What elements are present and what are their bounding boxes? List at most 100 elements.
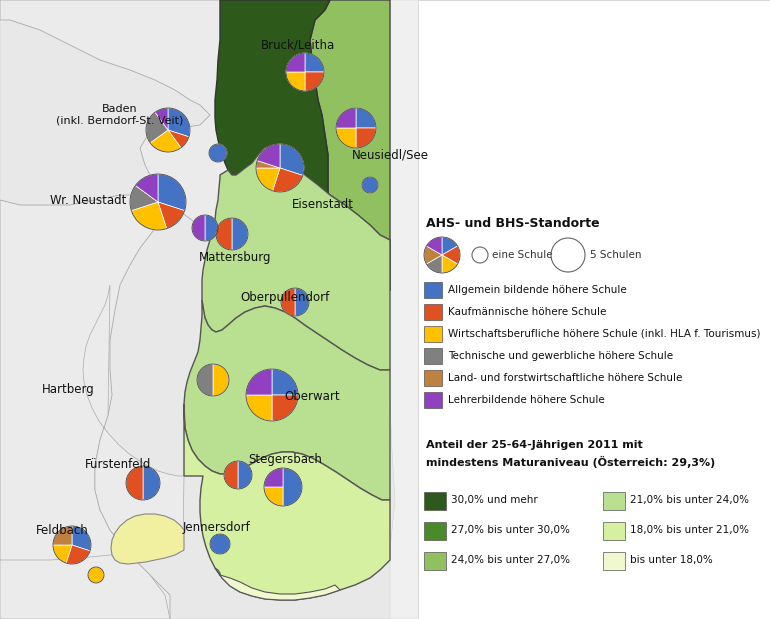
Text: Jennersdorf: Jennersdorf: [182, 521, 250, 534]
Wedge shape: [264, 487, 283, 506]
Wedge shape: [356, 108, 376, 128]
Wedge shape: [146, 112, 168, 143]
Text: bis unter 18,0%: bis unter 18,0%: [630, 555, 713, 565]
Text: Anteil der 25-64-Jährigen 2011 mit: Anteil der 25-64-Jährigen 2011 mit: [426, 440, 643, 450]
Polygon shape: [111, 514, 184, 564]
Text: 27,0% bis unter 30,0%: 27,0% bis unter 30,0%: [451, 525, 570, 535]
Wedge shape: [192, 215, 205, 241]
Wedge shape: [442, 246, 460, 264]
Bar: [424, 522, 446, 540]
Wedge shape: [442, 237, 457, 255]
Text: Hartberg: Hartberg: [42, 384, 95, 397]
Wedge shape: [295, 288, 309, 316]
Wedge shape: [132, 202, 166, 230]
Text: Lehrerbildende höhere Schule: Lehrerbildende höhere Schule: [448, 395, 604, 405]
Wedge shape: [256, 168, 280, 191]
Wedge shape: [272, 369, 298, 395]
Bar: [424, 282, 442, 298]
Wedge shape: [126, 466, 143, 500]
Wedge shape: [72, 526, 91, 551]
Bar: [424, 370, 442, 386]
Text: Wr. Neustadt: Wr. Neustadt: [50, 194, 126, 207]
Bar: [424, 326, 442, 342]
Polygon shape: [202, 145, 390, 370]
Wedge shape: [213, 364, 229, 396]
Wedge shape: [155, 108, 168, 130]
Wedge shape: [197, 364, 213, 396]
Polygon shape: [184, 404, 390, 600]
Bar: [424, 348, 442, 364]
Wedge shape: [273, 168, 303, 192]
Wedge shape: [272, 395, 298, 421]
Bar: [603, 492, 625, 510]
Wedge shape: [442, 255, 457, 273]
Bar: [424, 392, 442, 408]
Polygon shape: [310, 0, 390, 295]
Polygon shape: [0, 0, 390, 300]
Bar: [424, 304, 442, 320]
Text: Technische und gewerbliche höhere Schule: Technische und gewerbliche höhere Schule: [448, 351, 673, 361]
Wedge shape: [158, 202, 185, 228]
Bar: [603, 522, 625, 540]
Wedge shape: [280, 144, 304, 175]
Wedge shape: [216, 218, 232, 250]
Polygon shape: [0, 0, 400, 619]
Text: Mattersburg: Mattersburg: [199, 251, 271, 264]
Wedge shape: [264, 468, 283, 487]
Wedge shape: [53, 545, 72, 563]
Wedge shape: [427, 237, 442, 255]
Bar: [424, 492, 446, 510]
Wedge shape: [143, 466, 160, 500]
Wedge shape: [281, 288, 295, 316]
Text: Bruck/Leitha: Bruck/Leitha: [261, 38, 335, 51]
Text: Wirtschaftsberufliche höhere Schule (inkl. HLA f. Tourismus): Wirtschaftsberufliche höhere Schule (ink…: [448, 329, 761, 339]
Text: 5 Schulen: 5 Schulen: [590, 250, 641, 260]
Wedge shape: [356, 128, 376, 148]
Bar: [603, 552, 625, 570]
Wedge shape: [286, 53, 305, 72]
Text: Land- und forstwirtschaftliche höhere Schule: Land- und forstwirtschaftliche höhere Sc…: [448, 373, 682, 383]
Text: Baden
(inkl. Berndorf-St. Veit): Baden (inkl. Berndorf-St. Veit): [56, 104, 184, 126]
Wedge shape: [168, 130, 189, 148]
Text: 24,0% bis unter 27,0%: 24,0% bis unter 27,0%: [451, 555, 570, 565]
Text: Eisenstadt: Eisenstadt: [292, 199, 354, 212]
Wedge shape: [88, 567, 104, 583]
Wedge shape: [130, 186, 158, 210]
Text: Neusiedl/See: Neusiedl/See: [351, 149, 428, 162]
Wedge shape: [246, 369, 272, 395]
Wedge shape: [283, 468, 302, 506]
Wedge shape: [210, 534, 230, 554]
Wedge shape: [53, 526, 72, 545]
Wedge shape: [336, 128, 356, 148]
Wedge shape: [158, 174, 186, 210]
Wedge shape: [224, 461, 238, 489]
Polygon shape: [215, 568, 340, 600]
Text: Oberpullendorf: Oberpullendorf: [240, 292, 330, 305]
Wedge shape: [238, 461, 252, 489]
Polygon shape: [0, 195, 175, 619]
Text: Stegersbach: Stegersbach: [248, 454, 322, 467]
Wedge shape: [362, 177, 378, 193]
Text: AHS- und BHS-Standorte: AHS- und BHS-Standorte: [426, 217, 600, 230]
Bar: [424, 552, 446, 570]
Wedge shape: [246, 395, 272, 421]
Text: 30,0% und mehr: 30,0% und mehr: [451, 495, 537, 505]
Polygon shape: [0, 285, 184, 619]
Text: Feldbach: Feldbach: [35, 524, 89, 537]
Polygon shape: [215, 0, 390, 295]
Text: Fürstenfeld: Fürstenfeld: [85, 459, 151, 472]
Polygon shape: [184, 300, 390, 500]
Wedge shape: [305, 72, 324, 91]
Wedge shape: [150, 130, 181, 152]
Wedge shape: [336, 108, 356, 128]
Text: Allgemein bildende höhere Schule: Allgemein bildende höhere Schule: [448, 285, 627, 295]
Wedge shape: [168, 108, 190, 137]
Text: mindestens Maturaniveau (Österreich: 29,3%): mindestens Maturaniveau (Österreich: 29,…: [426, 456, 715, 468]
Wedge shape: [257, 144, 280, 168]
Polygon shape: [390, 0, 770, 619]
Text: 21,0% bis unter 24,0%: 21,0% bis unter 24,0%: [630, 495, 749, 505]
Wedge shape: [427, 255, 442, 273]
Text: 18,0% bis unter 21,0%: 18,0% bis unter 21,0%: [630, 525, 749, 535]
Text: eine Schule: eine Schule: [492, 250, 553, 260]
Bar: [418, 0, 770, 619]
